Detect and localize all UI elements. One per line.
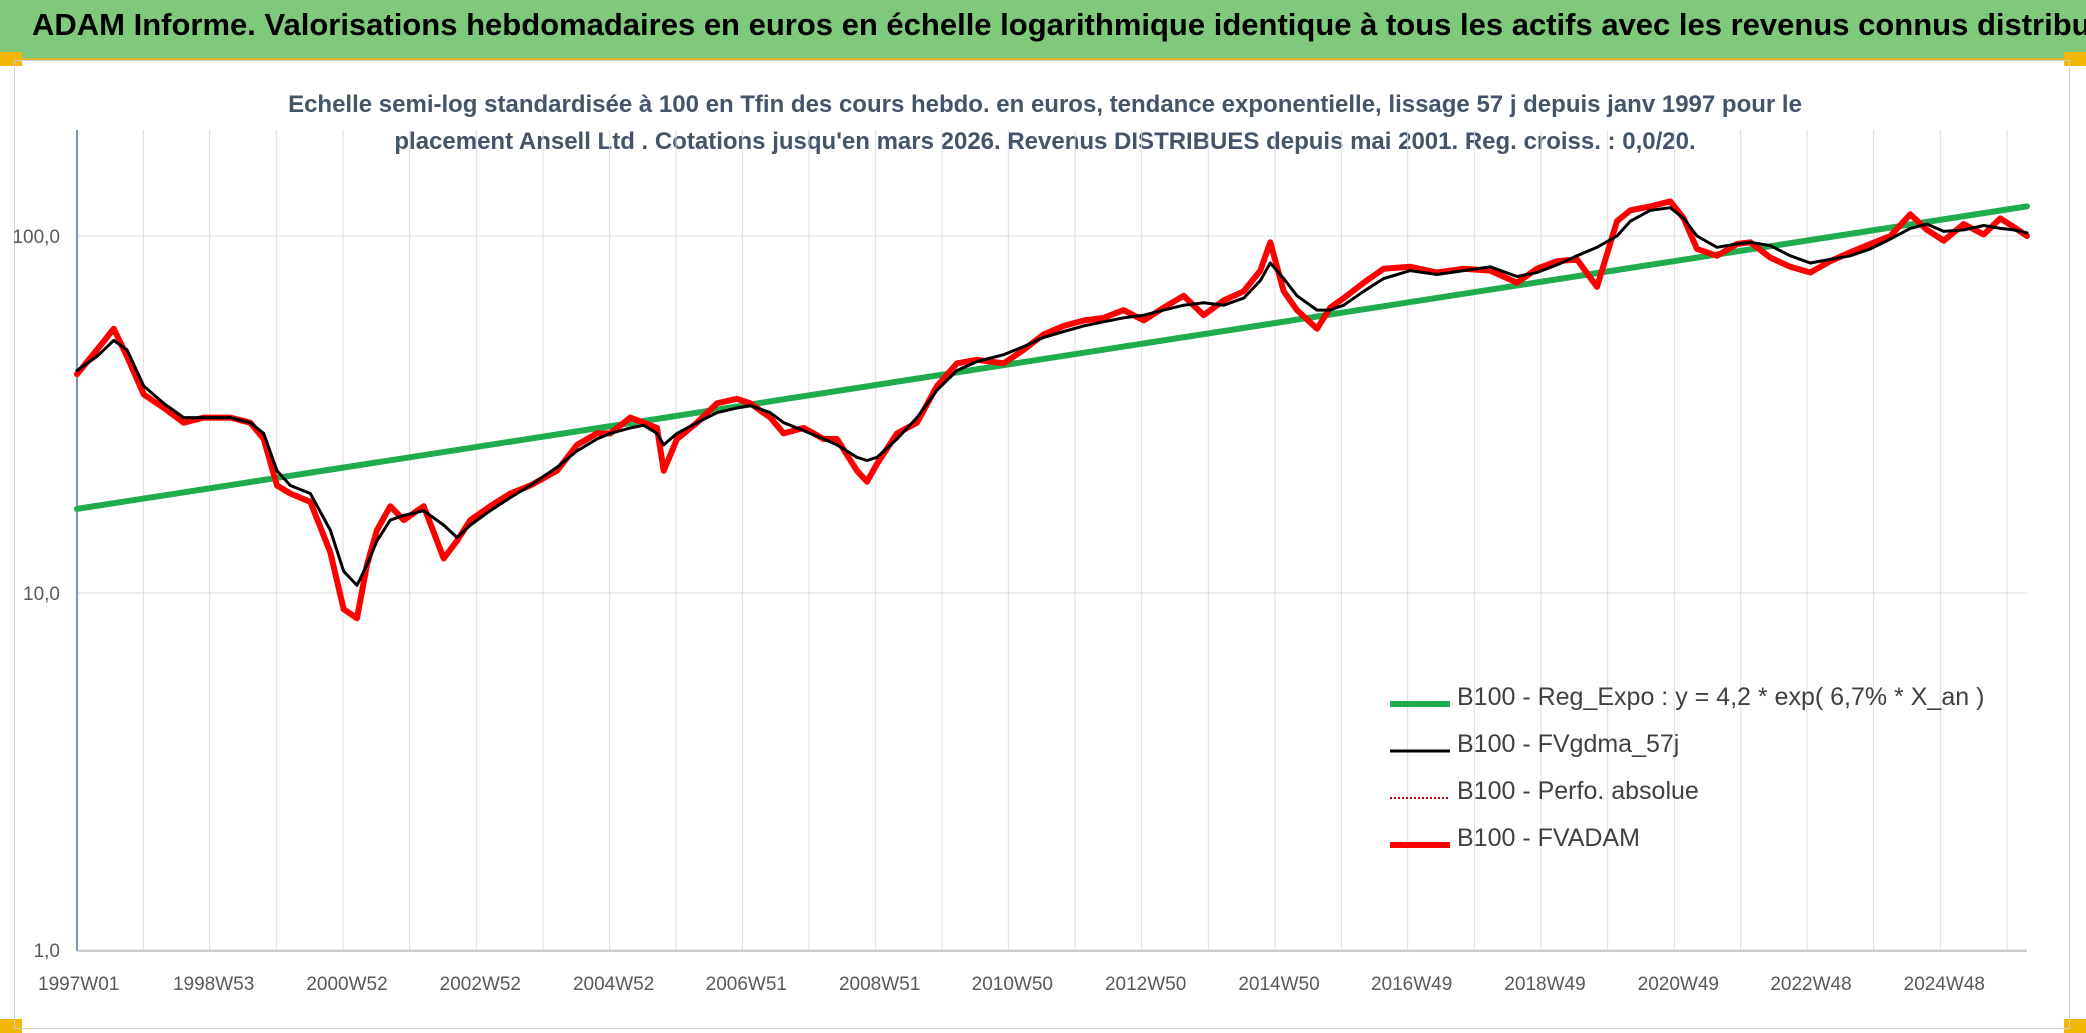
x-tick-label: 1998W53 <box>173 974 254 995</box>
y-tick-label: 1,0 <box>34 941 60 962</box>
legend-label: B100 - FVgdma_57j <box>1457 730 1680 758</box>
report-banner: ADAM Informe. Valorisations hebdomadaire… <box>0 0 2086 60</box>
x-tick-label: 2012W50 <box>1105 974 1186 995</box>
x-tick-label: 2014W50 <box>1238 974 1319 995</box>
legend-label: B100 - Perfo. absolue <box>1457 777 1699 805</box>
x-tick-label: 2022W48 <box>1770 974 1851 995</box>
series-line-0 <box>74 203 2030 512</box>
y-tick-label: 10,0 <box>23 584 60 605</box>
x-tick-label: 2024W48 <box>1904 974 1985 995</box>
series-line-3 <box>74 198 2030 622</box>
x-tick-label: 2018W49 <box>1504 974 1585 995</box>
axes: 1,0 10,0 100,0 1997W01 1998W53 2000W52 2002W52… <box>12 130 2027 995</box>
legend-swatch-perfo-absolue <box>1390 797 1450 799</box>
x-tick-label: 2004W52 <box>573 974 654 995</box>
x-tick-label: 2020W49 <box>1638 974 1719 995</box>
legend-label: B100 - FVADAM <box>1457 824 1640 852</box>
grid <box>76 130 2027 951</box>
legend-swatch-fvadam <box>1390 842 1450 848</box>
x-tick-label: 2016W49 <box>1371 974 1452 995</box>
report-title: ADAM Informe. Valorisations hebdomadaire… <box>32 7 2086 42</box>
x-tick-label: 2010W50 <box>972 974 1053 995</box>
corner-marker-top-left <box>0 52 22 66</box>
x-tick-label: 2002W52 <box>440 974 521 995</box>
x-tick-label: 2006W51 <box>706 974 787 995</box>
x-tick-label: 1997W01 <box>38 974 119 995</box>
y-tick-label: 100,0 <box>12 227 60 248</box>
series-line-1 <box>75 206 2029 587</box>
corner-marker-bottom-left <box>0 1019 22 1033</box>
chart-frame <box>14 60 2070 1029</box>
x-tick-label: 2000W52 <box>306 974 387 995</box>
x-tick-label: 2008W51 <box>839 974 920 995</box>
series <box>74 198 2030 622</box>
legend-swatch-reg-expo <box>1390 701 1450 707</box>
legend-swatch-fvgdma <box>1390 749 1450 753</box>
chart-title: Echelle semi-log standardisée à 100 en T… <box>288 91 1802 155</box>
legend-label: B100 - Reg_Expo : y = 4,2 * exp( 6,7% * … <box>1457 683 1985 711</box>
